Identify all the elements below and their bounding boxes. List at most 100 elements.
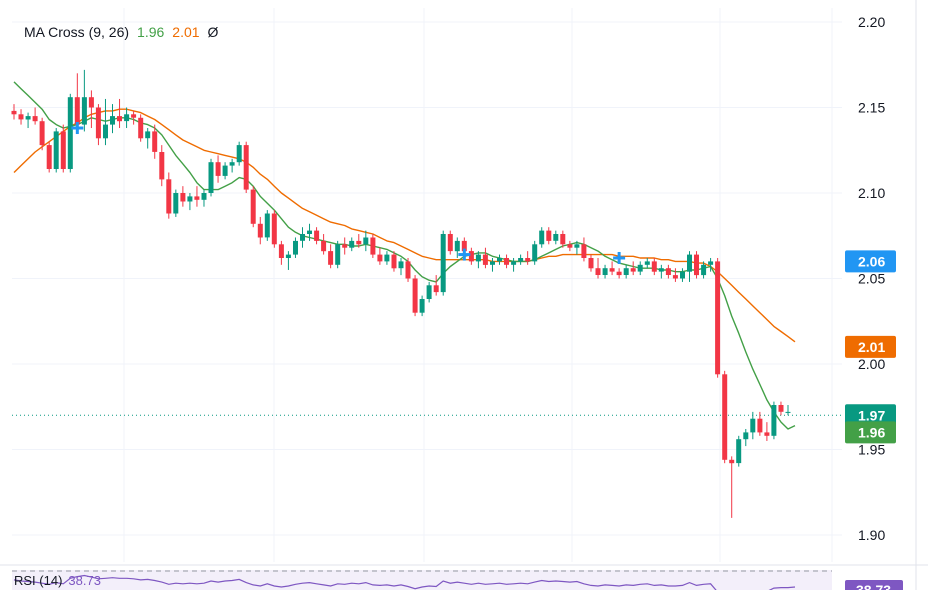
candle-body bbox=[201, 193, 207, 200]
candle bbox=[159, 145, 165, 187]
candle bbox=[328, 244, 334, 269]
candle bbox=[74, 73, 80, 132]
candle-body bbox=[18, 114, 24, 120]
candle-body bbox=[250, 189, 256, 224]
candle bbox=[81, 69, 87, 132]
candle bbox=[208, 158, 214, 197]
ma-fast-value: 1.96 bbox=[137, 24, 165, 40]
candle-body bbox=[525, 258, 531, 262]
candle bbox=[771, 401, 777, 440]
indicator-legend[interactable]: MA Cross (9, 26) 1.96 2.01 Ø bbox=[24, 24, 218, 40]
price-badges: 2.06 2.01 1.971.96 bbox=[845, 250, 896, 444]
candle bbox=[11, 104, 17, 120]
candle-body bbox=[588, 258, 594, 269]
candle bbox=[475, 251, 481, 269]
candle-body bbox=[103, 124, 108, 139]
candle-body bbox=[764, 432, 770, 436]
ma-slow-badge-bg bbox=[845, 335, 896, 358]
candle-body bbox=[342, 244, 348, 248]
rsi-badge-text: 38.73 bbox=[856, 582, 891, 590]
ma-fast-badge: 1.96 bbox=[845, 421, 896, 444]
candle bbox=[630, 261, 636, 276]
candle-body bbox=[187, 196, 193, 202]
rsi-name[interactable]: RSI (14) bbox=[14, 573, 63, 588]
candle-body bbox=[602, 268, 608, 275]
candle-body bbox=[11, 110, 17, 115]
hidden-icon[interactable]: Ø bbox=[207, 24, 219, 40]
candle bbox=[384, 251, 390, 265]
candle-body bbox=[616, 271, 622, 276]
candle-body bbox=[152, 131, 158, 152]
candle bbox=[440, 230, 446, 296]
y-tick-label: 2.10 bbox=[858, 185, 885, 201]
candle bbox=[152, 124, 158, 159]
candle-body bbox=[490, 261, 495, 265]
candle-body bbox=[539, 230, 545, 245]
candle bbox=[722, 370, 728, 464]
candle-body bbox=[335, 244, 341, 265]
ma-slow-value: 2.01 bbox=[172, 24, 200, 40]
candle-body bbox=[314, 230, 320, 241]
ma-fast-badge-bg bbox=[845, 421, 896, 444]
price-axis[interactable]: 2.20 2.15 2.10 2.05 2.00 1.95 1.90 bbox=[858, 14, 885, 543]
candle-body bbox=[771, 405, 777, 436]
candle bbox=[307, 223, 312, 241]
candle-body bbox=[715, 261, 721, 375]
candle bbox=[278, 240, 284, 265]
rsi-legend[interactable]: RSI (14) 38.73 bbox=[14, 573, 101, 588]
candle-body bbox=[623, 268, 629, 275]
candle-body bbox=[581, 244, 587, 258]
candle-body bbox=[222, 165, 228, 176]
candle bbox=[497, 254, 502, 265]
candle-body bbox=[81, 97, 87, 125]
indicator-name[interactable]: MA Cross (9, 26) bbox=[24, 24, 130, 40]
candle-body bbox=[264, 213, 270, 238]
candle-body bbox=[433, 285, 439, 293]
candle-body bbox=[159, 152, 165, 180]
candle-body bbox=[293, 240, 298, 255]
candle bbox=[243, 141, 249, 193]
candle-body bbox=[236, 145, 242, 163]
candle bbox=[377, 247, 383, 265]
candle bbox=[546, 227, 552, 245]
candle-body bbox=[384, 254, 390, 262]
candle bbox=[525, 251, 531, 265]
candle bbox=[117, 98, 122, 129]
candle bbox=[412, 275, 418, 317]
candle bbox=[729, 456, 735, 518]
candle-body bbox=[708, 261, 714, 265]
candle-body bbox=[257, 223, 263, 238]
candle-body bbox=[511, 261, 517, 265]
candle-body bbox=[532, 244, 538, 262]
candle bbox=[363, 230, 369, 252]
candle bbox=[342, 237, 348, 255]
candle-body bbox=[145, 131, 151, 139]
candle bbox=[518, 254, 524, 265]
candle bbox=[398, 257, 404, 276]
candle-body bbox=[630, 268, 636, 272]
candle bbox=[257, 216, 263, 245]
moving-averages bbox=[13, 81, 796, 430]
candle bbox=[103, 98, 108, 146]
candle bbox=[187, 193, 193, 211]
candle-body bbox=[321, 240, 327, 252]
candle-body bbox=[757, 418, 763, 433]
candle-body bbox=[553, 234, 559, 241]
candle bbox=[419, 295, 425, 317]
candle-body bbox=[180, 193, 186, 202]
candle bbox=[285, 251, 291, 270]
candle bbox=[567, 240, 573, 252]
candle-body bbox=[729, 459, 735, 464]
candle bbox=[95, 104, 101, 146]
candle bbox=[454, 237, 460, 258]
rsi-pane[interactable]: 38.73 bbox=[12, 570, 903, 595]
candle-body bbox=[215, 162, 221, 176]
rsi-value: 38.73 bbox=[68, 573, 101, 588]
candle bbox=[574, 240, 580, 255]
candle-body bbox=[229, 162, 235, 166]
candle-body bbox=[208, 162, 214, 193]
candle bbox=[173, 189, 179, 217]
candle bbox=[665, 264, 671, 279]
